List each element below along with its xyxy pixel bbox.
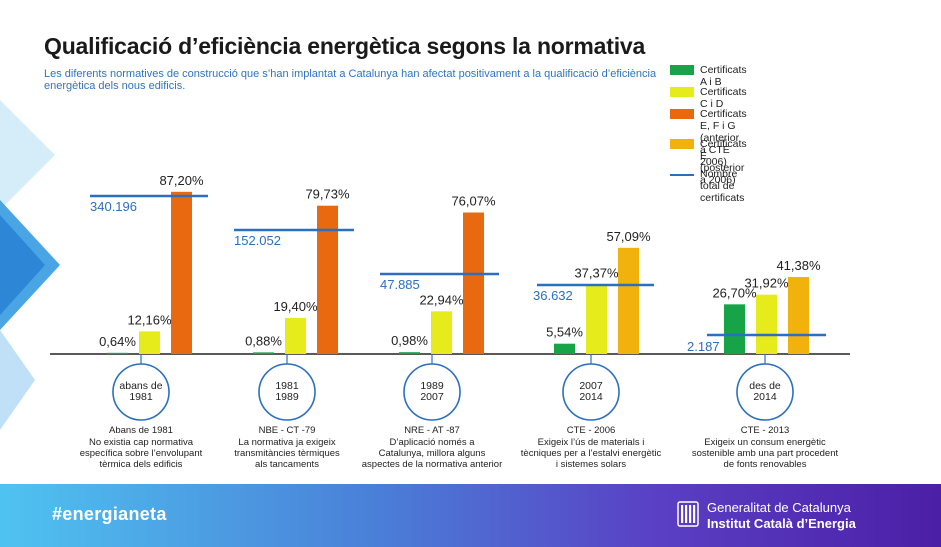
bar-value-label: 0,98% (391, 333, 428, 348)
bar-cd-2 (431, 311, 452, 354)
total-certificates-label: 36.632 (533, 288, 573, 303)
legend-swatch-ab (670, 65, 694, 75)
bar-value-label: 79,73% (305, 187, 350, 202)
hashtag-text: #energianeta (52, 504, 167, 524)
norm-description-line: D’aplicació només a (389, 437, 475, 448)
norm-description-line: aspectes de la normativa anterior (362, 459, 502, 470)
period-label: des de (749, 380, 781, 392)
bar-ab-3 (554, 343, 575, 354)
page-subtitle: Les diferents normatives de construcció … (44, 68, 657, 92)
legend-label-efg: Certificats E, F i G (anterior a CTE 200… (700, 108, 747, 168)
legend-swatch-e (670, 139, 694, 149)
bar-value-label: 87,20% (159, 173, 204, 188)
bar-efg-1 (317, 205, 338, 354)
bar-value-label: 5,54% (546, 325, 583, 340)
bar-e-4 (788, 277, 809, 354)
norm-title: CTE - 2013 (741, 425, 790, 436)
total-certificates-label: 47.885 (380, 277, 420, 292)
legend-label-cd: Certificats C i D (700, 86, 747, 110)
total-certificates-label: 2.187 (687, 339, 720, 354)
bar-value-label: 19,40% (273, 299, 318, 314)
norm-description-line: Exigeix l’ús de materials i (538, 437, 645, 448)
legend-label-ab: Certificats A i B (700, 64, 747, 88)
norm-title: NBE - CT -79 (259, 425, 316, 436)
norm-description-line: de fonts renovables (724, 459, 807, 470)
period-label: 2007 (579, 380, 603, 392)
norm-title: Abans de 1981 (109, 425, 173, 436)
period-circle-2 (403, 363, 461, 421)
footer-banner: #energianeta Generalitat de Catalunya In… (0, 484, 941, 547)
period-circle-0 (112, 363, 170, 421)
bar-value-label: 12,16% (127, 312, 172, 327)
norm-description-line: La normativa ja exigeix (238, 437, 335, 448)
legend-label-total: Nombre total de certificats (700, 168, 745, 204)
norm-title: CTE - 2006 (567, 425, 616, 436)
period-label: 2014 (579, 391, 603, 403)
bar-e-3 (618, 247, 639, 354)
period-circle-1 (258, 363, 316, 421)
bar-cd-3 (586, 284, 607, 354)
norm-description-line: No existia cap normativa (89, 437, 194, 448)
bar-efg-0 (171, 191, 192, 354)
bar-cd-0 (139, 331, 160, 354)
legend-label-e: Certificats E (posterior a 2006) (700, 138, 747, 186)
norm-description-line: específica sobre l’envolupant (80, 448, 203, 459)
norm-description-line: i sistemes solars (556, 459, 626, 470)
total-certificates-label: 152.052 (234, 233, 281, 248)
norm-description-line: sostenible amb una part procedent (692, 448, 839, 459)
bar-value-label: 37,37% (574, 265, 619, 280)
bar-ab-0 (107, 352, 128, 354)
norm-description-line: als tancaments (255, 459, 319, 470)
bar-ab-4 (724, 304, 745, 354)
bar-ab-1 (253, 352, 274, 354)
org-name-institut: Institut Català d’Energia (707, 516, 856, 531)
bar-value-label: 0,64% (99, 334, 136, 349)
bar-value-label: 0,88% (245, 333, 282, 348)
period-label: 1989 (420, 380, 444, 392)
background-decoration (0, 100, 60, 430)
org-name-generalitat: Generalitat de Catalunya (707, 500, 851, 515)
bar-ab-2 (399, 352, 420, 354)
period-circle-4 (736, 363, 794, 421)
legend-swatch-efg (670, 109, 694, 119)
generalitat-logo-icon (677, 501, 699, 527)
bar-value-label: 41,38% (776, 258, 821, 273)
legend-swatch-total (670, 174, 694, 176)
page-title: Qualificació d’eficiència energètica seg… (44, 33, 646, 59)
period-label: 2007 (420, 391, 444, 403)
period-label: 1981 (275, 380, 299, 392)
legend-swatch-cd (670, 87, 694, 97)
bar-cd-4 (756, 294, 777, 354)
norm-description-line: Exigeix un consum energètic (704, 437, 826, 448)
period-label: 2014 (753, 391, 777, 403)
bar-value-label: 26,70% (712, 285, 757, 300)
bar-cd-1 (285, 317, 306, 354)
norm-description-line: tèrmica dels edificis (100, 459, 183, 470)
norm-description-line: transmitàncies tèrmiques (234, 448, 340, 459)
period-label: 1989 (275, 391, 299, 403)
norm-description-line: tècniques per a l’estalvi energètic (521, 448, 662, 459)
period-label: 1981 (129, 391, 153, 403)
period-label: abans de (119, 380, 162, 392)
period-circle-3 (562, 363, 620, 421)
bar-value-label: 76,07% (451, 194, 496, 209)
bar-efg-2 (463, 212, 484, 354)
total-certificates-label: 340.196 (90, 199, 137, 214)
bar-value-label: 31,92% (744, 276, 789, 291)
norm-description-line: Catalunya, millora alguns (379, 448, 486, 459)
bar-value-label: 22,94% (419, 292, 464, 307)
norm-title: NRE - AT -87 (404, 425, 460, 436)
bar-value-label: 57,09% (606, 229, 651, 244)
